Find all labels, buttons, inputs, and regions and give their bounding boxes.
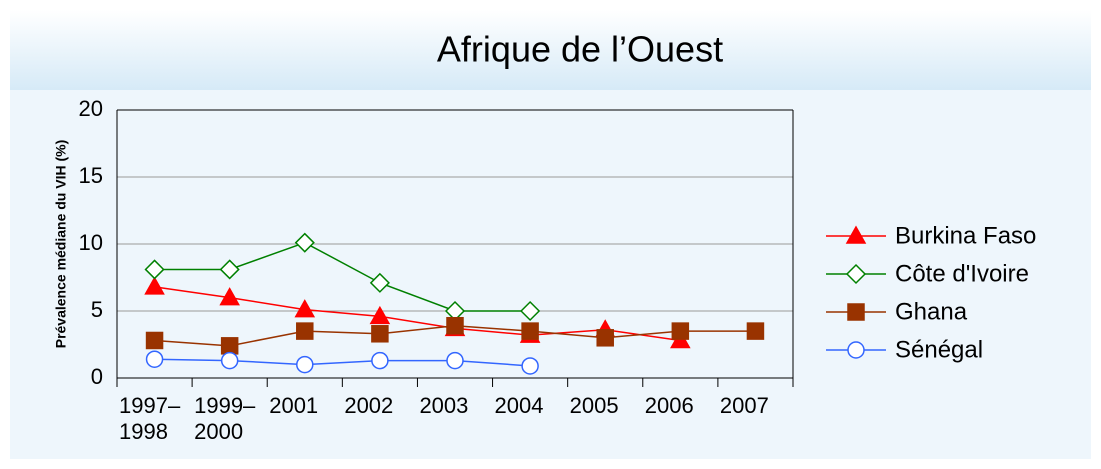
data-point — [446, 316, 464, 335]
data-point — [521, 357, 539, 375]
data-point — [219, 259, 240, 280]
chart-title: Afrique de l’Ouest — [437, 29, 723, 70]
data-point — [296, 322, 314, 340]
x-tick-label: 1997–1998 — [119, 393, 181, 444]
data-point — [746, 322, 765, 340]
data-point — [369, 272, 390, 293]
data-point — [671, 322, 690, 340]
legend-marker — [845, 263, 867, 285]
series-line — [154, 286, 681, 342]
data-point — [520, 300, 541, 322]
y-tick-label: 5 — [91, 297, 103, 322]
y-axis-label: Prévalence médiane du VIH (%) — [53, 140, 69, 349]
data-point — [296, 355, 314, 374]
x-tick-label: 2006 — [644, 393, 694, 418]
data-point — [369, 305, 391, 325]
y-tick-label: 15 — [79, 163, 103, 188]
y-tick-label: 0 — [91, 364, 103, 389]
data-point — [521, 322, 539, 340]
data-point — [220, 337, 239, 355]
data-point — [144, 276, 165, 295]
legend-label: Ghana — [895, 298, 968, 325]
x-tick-label: 2001 — [269, 393, 319, 418]
header — [10, 10, 1091, 90]
x-tick-label: 1999–2000 — [194, 393, 256, 444]
data-point — [219, 287, 240, 306]
legend-marker — [845, 225, 867, 244]
series-line — [154, 358, 531, 367]
data-point — [294, 232, 315, 253]
data-point — [145, 350, 164, 368]
data-point — [596, 329, 614, 347]
y-tick-label: 10 — [79, 230, 103, 255]
x-tick-label: 2003 — [419, 393, 469, 418]
data-point — [145, 331, 164, 350]
x-tick-label: 2004 — [494, 393, 544, 418]
data-point — [371, 325, 389, 343]
legend-label: Sénégal — [895, 336, 983, 363]
data-point — [144, 259, 165, 280]
legend-label: Côte d'Ivoire — [895, 260, 1029, 287]
data-point — [220, 351, 239, 370]
legend-marker — [847, 341, 865, 359]
legend-marker — [847, 303, 865, 321]
data-point — [371, 351, 389, 370]
x-tick-label: 2005 — [569, 393, 619, 418]
legend-label: Burkina Faso — [895, 222, 1036, 249]
x-tick-label: 2007 — [719, 393, 769, 418]
y-tick-label: 20 — [79, 96, 103, 121]
x-tick-label: 2002 — [344, 393, 394, 418]
series-line — [154, 241, 531, 312]
data-point — [446, 351, 464, 370]
data-point — [294, 299, 316, 318]
